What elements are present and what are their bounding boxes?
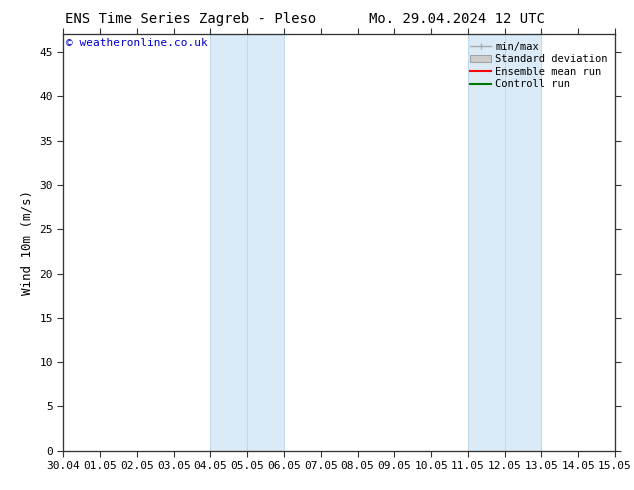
Y-axis label: Wind 10m (m/s): Wind 10m (m/s)	[21, 190, 34, 295]
Text: © weatheronline.co.uk: © weatheronline.co.uk	[66, 38, 208, 49]
Text: Mo. 29.04.2024 12 UTC: Mo. 29.04.2024 12 UTC	[368, 12, 545, 26]
Bar	[468, 34, 541, 451]
Legend: min/max, Standard deviation, Ensemble mean run, Controll run: min/max, Standard deviation, Ensemble me…	[468, 40, 610, 92]
Text: ENS Time Series Zagreb - Pleso: ENS Time Series Zagreb - Pleso	[65, 12, 316, 26]
Bar	[210, 34, 284, 451]
